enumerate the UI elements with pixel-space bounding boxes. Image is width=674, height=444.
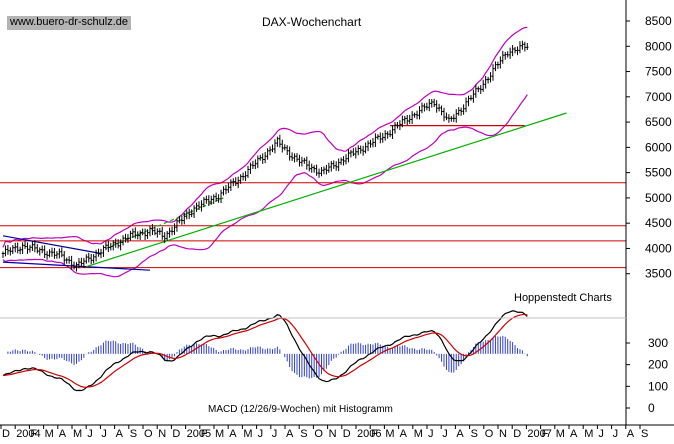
x-label-29: M xyxy=(414,428,423,439)
signal-line xyxy=(2,313,528,388)
macd-tick-label-1: 100 xyxy=(648,379,668,393)
x-label-15: M xyxy=(215,428,224,439)
x-label-44: A xyxy=(627,428,635,439)
upper-bollinger-band xyxy=(2,26,528,248)
price-tick-label-5: 6000 xyxy=(645,140,672,154)
macd-tick-label-2: 200 xyxy=(648,358,668,372)
support-resistance-lines xyxy=(0,125,626,269)
x-label-5: M xyxy=(73,428,82,439)
x-label-24: D xyxy=(343,428,351,439)
macd-tick-label-0: 0 xyxy=(648,401,655,415)
x-label-2: F xyxy=(30,428,37,439)
x-label-45: S xyxy=(641,428,648,439)
chart-title: DAX-Wochenchart xyxy=(262,15,362,29)
x-label-36: D xyxy=(513,428,521,439)
x-label-27: M xyxy=(385,428,394,439)
x-label-39: M xyxy=(556,428,565,439)
x-label-42: J xyxy=(598,428,604,439)
x-label-13: 2005 xyxy=(187,428,211,439)
price-tick-label-9: 8000 xyxy=(645,39,672,53)
macd-line xyxy=(2,310,528,392)
x-label-23: N xyxy=(329,428,337,439)
x-label-8: A xyxy=(116,428,124,439)
axes xyxy=(0,0,674,429)
weekly-price-bars xyxy=(1,40,529,272)
macd-tick-label-3: 300 xyxy=(648,336,668,350)
x-label-16: A xyxy=(229,428,237,439)
x-label-17: M xyxy=(243,428,252,439)
x-label-4: A xyxy=(59,428,67,439)
x-label-32: A xyxy=(456,428,464,439)
trend-lines xyxy=(2,112,567,271)
x-label-41: M xyxy=(584,428,593,439)
macd-lines xyxy=(2,310,528,392)
x-label-18: J xyxy=(258,428,264,439)
x-label-1: 2004 xyxy=(16,428,40,439)
x-label-25: 2006 xyxy=(357,428,381,439)
x-label-38: F xyxy=(542,428,549,439)
trendline-0 xyxy=(2,235,102,255)
x-label-33: S xyxy=(471,428,478,439)
x-label-14: F xyxy=(201,428,208,439)
price-tick-label-0: 3500 xyxy=(645,267,672,281)
trendline-2 xyxy=(86,112,567,268)
x-label-7: J xyxy=(101,428,107,439)
price-tick-label-10: 8500 xyxy=(645,14,672,28)
price-tick-label-6: 6500 xyxy=(645,115,672,129)
source-label: www.buero-dr-schulz.de xyxy=(7,16,131,30)
x-label-11: N xyxy=(158,428,166,439)
x-label-28: A xyxy=(400,428,408,439)
price-tick-label-8: 7500 xyxy=(645,65,672,79)
x-label-30: J xyxy=(428,428,434,439)
price-tick-label-3: 5000 xyxy=(645,191,672,205)
x-label-9: S xyxy=(130,428,137,439)
x-label-20: A xyxy=(286,428,294,439)
x-label-12: D xyxy=(172,428,180,439)
x-label-3: M xyxy=(45,428,54,439)
x-label-43: J xyxy=(613,428,619,439)
price-tick-label-1: 4000 xyxy=(645,241,672,255)
x-label-0: D xyxy=(2,428,10,439)
macd-title: MACD (12/26/9-Wochen) mit Histogramm xyxy=(208,404,393,415)
source-label-text: www.buero-dr-schulz.de xyxy=(10,16,128,28)
x-label-6: J xyxy=(87,428,93,439)
price-tick-label-7: 7000 xyxy=(645,90,672,104)
x-label-31: J xyxy=(442,428,448,439)
x-label-35: N xyxy=(499,428,507,439)
price-tick-label-4: 5500 xyxy=(645,166,672,180)
x-label-26: F xyxy=(371,428,378,439)
provider-label: Hoppenstedt Charts xyxy=(514,292,612,304)
axis-labels: 3500 4000 4500 5000 5500 6000 6500 7000 7500 8000… xyxy=(2,14,672,440)
x-label-10: O xyxy=(144,428,153,439)
x-label-40: A xyxy=(570,428,578,439)
x-label-22: O xyxy=(314,428,323,439)
x-label-21: S xyxy=(300,428,307,439)
lower-bollinger-band xyxy=(2,94,528,278)
bollinger-bands xyxy=(2,26,528,278)
x-label-34: O xyxy=(485,428,494,439)
x-label-19: J xyxy=(272,428,278,439)
price-tick-label-2: 4500 xyxy=(645,216,672,230)
x-label-37: 2007 xyxy=(527,428,551,439)
